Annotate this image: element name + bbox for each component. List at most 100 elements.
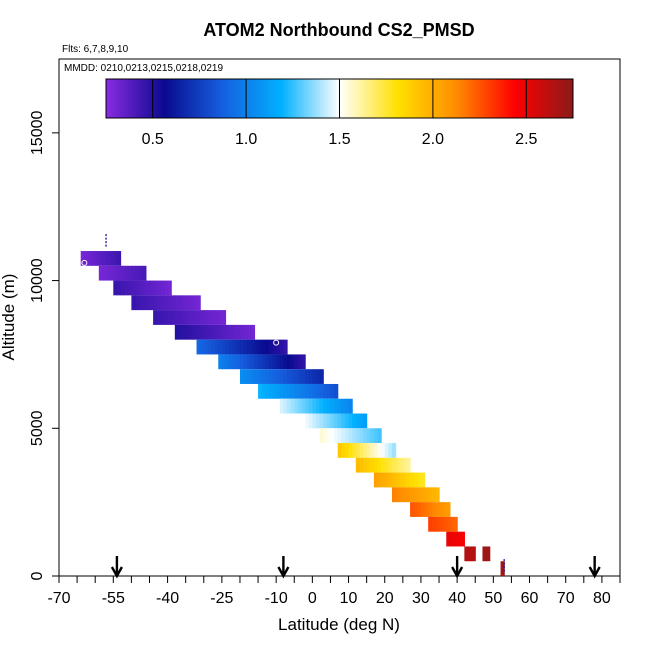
y-tick-label: 0 [29, 571, 46, 580]
data-cell [214, 324, 219, 340]
x-tick-label: 80 [593, 590, 611, 607]
data-cell [373, 457, 379, 473]
data-cell [214, 339, 219, 355]
data-cell [229, 354, 234, 370]
mmdd-label: MMDD: 0210,0213,0215,0218,0219 [64, 63, 223, 74]
y-tick-label: 10000 [29, 258, 46, 303]
data-cell [178, 310, 183, 325]
data-cell [301, 398, 306, 414]
data-cell [250, 324, 256, 340]
data-cell [359, 457, 364, 473]
data-cell [153, 310, 158, 325]
data-cell [287, 354, 292, 370]
data-cell [355, 428, 361, 444]
data-cell [163, 310, 169, 325]
x-tick-label: -70 [47, 590, 70, 607]
colorbar-tick-label: 2.5 [515, 131, 537, 148]
data-cell [218, 324, 223, 340]
data-cell [341, 428, 346, 444]
data-cell [254, 354, 259, 370]
data-cell [279, 383, 284, 399]
data-cell [381, 457, 386, 473]
data-cell [283, 339, 288, 355]
data-cell [453, 531, 458, 547]
data-cell [453, 516, 458, 532]
data-cell [315, 369, 321, 384]
data-cell [297, 398, 303, 414]
data-cell [467, 546, 473, 562]
data-cell [294, 369, 299, 384]
data-cell [182, 295, 187, 311]
data-cell [106, 251, 111, 266]
data-cell [334, 413, 339, 429]
data-cell [297, 383, 303, 399]
data-cell [279, 339, 284, 355]
data-cell [395, 487, 400, 503]
data-cell [203, 324, 208, 340]
x-axis-label: Latitude (deg N) [278, 615, 400, 634]
data-cell [446, 502, 451, 517]
data-cell [127, 280, 132, 296]
data-cell [359, 443, 364, 458]
data-cell [290, 354, 295, 370]
data-cell [254, 339, 259, 355]
data-cell [348, 428, 353, 444]
data-cell [283, 383, 288, 399]
data-cell [120, 265, 125, 281]
data-cell [145, 280, 151, 296]
data-cell [388, 443, 393, 458]
data-cell [344, 398, 350, 414]
data-cell [460, 531, 465, 547]
data-cell [182, 324, 187, 340]
data-cell [135, 265, 140, 281]
data-cell [355, 443, 361, 458]
data-cell [420, 472, 426, 488]
data-cell [344, 443, 350, 458]
data-cell [87, 251, 93, 266]
data-cell [449, 531, 455, 547]
y-tick-label: 5000 [29, 410, 46, 446]
data-cell [323, 383, 328, 399]
data-cell [410, 487, 415, 503]
data-cell [163, 295, 169, 311]
data-cell [384, 443, 389, 458]
chart-title: ATOM2 Northbound CS2_PMSD [203, 20, 474, 40]
data-cell [486, 546, 491, 562]
data-cell [200, 324, 205, 340]
data-cell [265, 354, 270, 370]
colorbar-tick-label: 1.5 [328, 131, 350, 148]
x-tick-label: 30 [412, 590, 430, 607]
data-cell [131, 295, 136, 311]
x-tick-label: 50 [484, 590, 502, 607]
data-cell [261, 369, 266, 384]
data-cell [276, 354, 281, 370]
data-cell [239, 369, 245, 384]
data-cell [337, 428, 342, 444]
data-cell [113, 265, 118, 281]
data-cell [464, 546, 469, 562]
data-cell [116, 280, 122, 296]
data-cell [308, 383, 313, 399]
data-cell [294, 354, 299, 370]
data-cell [283, 369, 288, 384]
data-markers [81, 234, 505, 574]
data-cell [417, 502, 422, 517]
data-cell [424, 487, 429, 503]
data-cell [178, 295, 183, 311]
data-cell [182, 310, 187, 325]
colorbar: 0.5 1.0 1.5 2.0 2.5 [105, 78, 574, 148]
data-cell [207, 310, 212, 325]
data-cell [439, 516, 444, 532]
data-cell [225, 339, 230, 355]
data-cell [366, 443, 371, 458]
data-cell [138, 280, 143, 296]
data-cell [113, 280, 118, 296]
data-cell [203, 310, 208, 325]
data-cell [221, 339, 227, 355]
data-cell [301, 369, 306, 384]
data-cell [370, 457, 375, 473]
data-cell [102, 265, 107, 281]
flight-arrow [277, 556, 290, 579]
data-cell [395, 472, 400, 488]
data-cell [247, 324, 252, 340]
